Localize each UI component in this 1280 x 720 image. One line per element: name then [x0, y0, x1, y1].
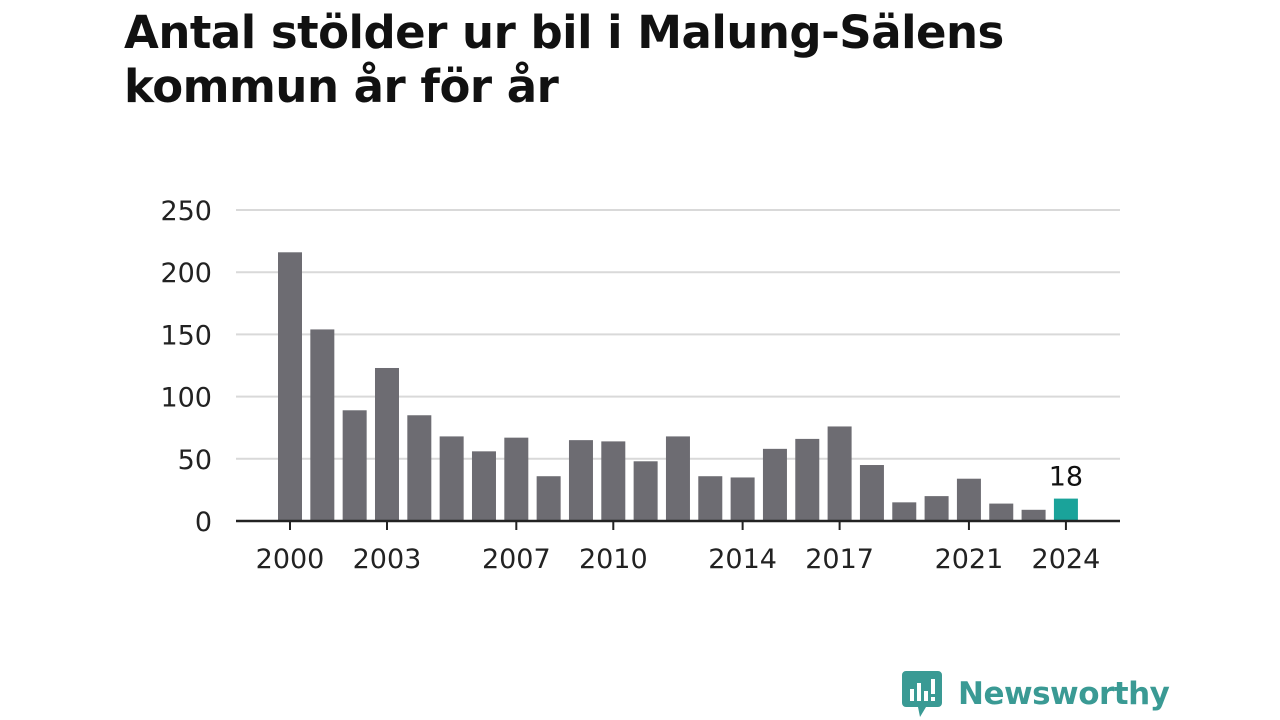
x-tick-label: 2014: [708, 544, 777, 575]
bar-2020: [924, 496, 949, 521]
bar-2000: [278, 252, 302, 521]
bar-2012: [665, 436, 690, 521]
x-tick-label: 2000: [256, 544, 325, 575]
bar-2014: [730, 477, 755, 521]
x-tick-label: 2010: [579, 544, 648, 575]
y-tick-label: 150: [160, 320, 212, 351]
x-tick-label: 2003: [353, 544, 422, 575]
bar-2001: [310, 329, 335, 521]
y-tick-label: 100: [160, 383, 212, 414]
bar-2013: [698, 476, 723, 521]
bar-2015: [762, 448, 787, 521]
y-axis-ticks: 0 50 100 150 200 250: [160, 196, 212, 538]
bar-2004: [407, 415, 432, 521]
bar-2016: [795, 438, 820, 521]
x-tick-label: 2017: [805, 544, 874, 575]
x-tick-label: 2024: [1032, 544, 1101, 575]
bar-2018: [859, 465, 884, 521]
y-tick-label: 250: [160, 196, 212, 227]
y-tick-label: 0: [195, 507, 212, 538]
bar-2006: [471, 451, 496, 521]
y-tick-label: 50: [178, 445, 212, 476]
bar-2010: [601, 441, 626, 521]
bar-2011: [633, 461, 658, 521]
gridlines: [236, 209, 1120, 460]
x-tick-label: 2021: [935, 544, 1004, 575]
bar-2021: [956, 478, 981, 521]
newsworthy-logo-icon: [902, 671, 942, 717]
bar-2019: [892, 502, 917, 521]
x-tick-label: 2007: [482, 544, 551, 575]
bar-2005: [439, 436, 464, 521]
bar-2024: [1053, 498, 1078, 521]
bar-2008: [536, 476, 561, 521]
data-label-highlight: 18: [1049, 462, 1083, 493]
bar-2017: [827, 426, 852, 521]
bar-2002: [342, 410, 367, 521]
bars: [278, 252, 1078, 521]
bar-2003: [374, 367, 399, 521]
y-tick-label: 200: [160, 258, 212, 289]
bar-2009: [568, 440, 593, 521]
data-labels: 18: [1049, 462, 1083, 493]
bar-2022: [989, 503, 1014, 521]
bar-2007: [504, 437, 529, 521]
newsworthy-brand: Newsworthy: [902, 670, 1170, 718]
x-axis-ticks: 2000 2003 2007 2010 2014 2017 2021 2024: [256, 521, 1101, 575]
brand-name: Newsworthy: [958, 676, 1170, 712]
chart-title: Antal stölder ur bil i Malung-Sälens kom…: [124, 6, 1004, 113]
bar-2023: [1021, 509, 1046, 521]
